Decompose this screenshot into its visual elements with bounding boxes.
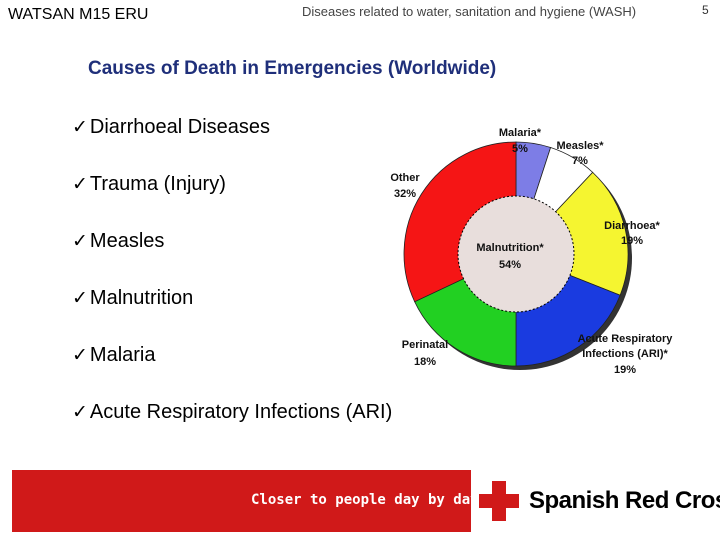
label-perinatal: Perinatal [402, 339, 448, 351]
label-diarrhoea: Diarrhoea* [604, 220, 660, 232]
red-cross-icon [479, 481, 519, 521]
label-ari-pct: 19% [614, 364, 636, 376]
bullet-list: ✓ Diarrhoeal Diseases ✓ Trauma (Injury) ✓ M… [72, 116, 392, 458]
course-code: WATSAN M15 ERU [8, 6, 149, 23]
check-mark-icon: ✓ [72, 230, 88, 252]
bullet-text: Trauma (Injury) [89, 173, 226, 195]
label-ari-line2: Infections (ARI)* [582, 348, 668, 360]
check-mark-icon: ✓ [72, 344, 88, 366]
label-malnutrition-pct: 54% [499, 259, 521, 271]
label-malnutrition: Malnutrition* [476, 242, 544, 254]
label-diarrhoea-pct: 19% [621, 235, 643, 247]
bullet-item: ✓ Trauma (Injury) [72, 173, 392, 230]
malnutrition-center [457, 195, 575, 313]
label-measles: Measles* [556, 140, 604, 152]
footer-red-band [12, 470, 471, 532]
check-mark-icon: ✓ [72, 116, 88, 138]
organization-name: Spanish Red Cross [529, 487, 720, 514]
bullet-text: Malnutrition [89, 287, 194, 309]
label-other-pct: 32% [394, 188, 416, 200]
causes-of-death-pie-chart: Malaria* 5% Measles* 7% Other 32% Diarrh… [390, 127, 674, 376]
label-malaria-pct: 5% [512, 143, 528, 155]
label-perinatal-pct: 18% [414, 356, 436, 368]
label-malaria: Malaria* [499, 127, 542, 139]
check-mark-icon: ✓ [72, 173, 88, 195]
bullet-item: ✓ Malaria [72, 344, 392, 401]
bullet-text: Measles [89, 230, 165, 252]
footer-slogan: Closer to people day by day [251, 492, 479, 508]
bullet-text: Acute Respiratory Infections (ARI) [89, 401, 393, 423]
bullet-item: ✓ Acute Respiratory Infections (ARI) [72, 401, 392, 458]
bullet-text: Diarrhoeal Diseases [89, 116, 270, 138]
bullet-item: ✓ Malnutrition [72, 287, 392, 344]
check-mark-icon: ✓ [72, 401, 88, 423]
slide-title: Causes of Death in Emergencies (Worldwid… [88, 58, 497, 79]
check-mark-icon: ✓ [72, 287, 88, 309]
bullet-item: ✓ Measles [72, 230, 392, 287]
footer-banner: Closer to people day by day Spanish Red … [12, 470, 720, 532]
label-other: Other [390, 172, 420, 184]
bullet-item: ✓ Diarrhoeal Diseases [72, 116, 392, 173]
label-ari-line1: Acute Respiratory [578, 333, 674, 345]
label-measles-pct: 7% [572, 155, 588, 167]
bullet-text: Malaria [89, 344, 156, 366]
page-number: 5 [702, 3, 709, 17]
slide-topic: Diseases related to water, sanitation an… [302, 4, 637, 19]
